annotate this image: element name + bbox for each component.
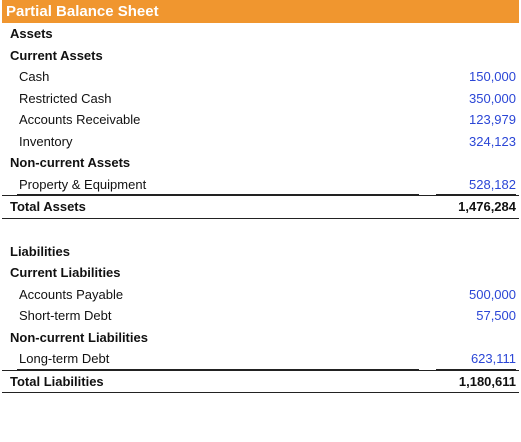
liability-value: 623,111 xyxy=(470,351,516,366)
asset-value: 123,979 xyxy=(469,112,516,127)
liabilities-heading: Liabilities xyxy=(10,243,70,259)
noncurrent-assets-heading: Non-current Assets xyxy=(10,155,131,170)
liability-row-long-term-debt: Long-term Debt 623,111 xyxy=(2,348,519,370)
current-assets-heading-row: Current Assets xyxy=(2,45,519,67)
asset-value: 350,000 xyxy=(469,90,516,106)
total-assets-label: Total Assets xyxy=(10,199,86,214)
liability-label: Short-term Debt xyxy=(19,308,112,323)
asset-value: 150,000 xyxy=(469,69,516,84)
sheet-title: Partial Balance Sheet xyxy=(2,0,519,23)
noncurrent-assets-heading-row: Non-current Assets xyxy=(2,152,519,174)
section-spacer xyxy=(2,219,519,241)
asset-value: 528,182 xyxy=(469,176,516,192)
asset-value: 324,123 xyxy=(469,133,516,149)
liability-label: Accounts Payable xyxy=(19,286,124,302)
total-liabilities-label: Total Liabilities xyxy=(10,373,104,389)
asset-row-inventory: Inventory 324,123 xyxy=(2,131,519,153)
asset-row-accounts-receivable: Accounts Receivable 123,979 xyxy=(2,109,519,131)
assets-heading-row: Assets xyxy=(2,23,519,45)
balance-sheet: Partial Balance Sheet Assets Current Ass… xyxy=(2,0,519,393)
asset-label: Restricted Cash xyxy=(19,90,112,106)
liability-row-short-term-debt: Short-term Debt 57,500 xyxy=(2,305,519,327)
liability-row-accounts-payable: Accounts Payable 500,000 xyxy=(2,284,519,306)
liabilities-heading-row: Liabilities xyxy=(2,241,519,263)
liability-label: Long-term Debt xyxy=(19,351,110,366)
asset-row-cash: Cash 150,000 xyxy=(2,66,519,88)
total-assets-row: Total Assets 1,476,284 xyxy=(2,195,519,219)
total-liabilities-value: 1,180,611 xyxy=(458,373,516,389)
asset-label: Inventory xyxy=(19,133,73,149)
asset-label: Property & Equipment xyxy=(19,176,147,192)
noncurrent-liabilities-heading-row: Non-current Liabilities xyxy=(2,327,519,349)
noncurrent-liabilities-heading: Non-current Liabilities xyxy=(10,329,148,345)
current-liabilities-heading-row: Current Liabilities xyxy=(2,262,519,284)
current-liabilities-heading: Current Liabilities xyxy=(10,265,121,280)
asset-row-property-equipment: Property & Equipment 528,182 xyxy=(2,174,519,196)
asset-row-restricted-cash: Restricted Cash 350,000 xyxy=(2,88,519,110)
asset-label: Cash xyxy=(19,69,50,84)
asset-label: Accounts Receivable xyxy=(19,112,141,127)
liability-value: 500,000 xyxy=(469,286,516,302)
current-assets-heading: Current Assets xyxy=(10,47,103,63)
total-liabilities-row: Total Liabilities 1,180,611 xyxy=(2,369,519,393)
total-assets-value: 1,476,284 xyxy=(458,199,516,214)
assets-heading: Assets xyxy=(10,26,53,41)
liability-value: 57,500 xyxy=(476,308,516,323)
